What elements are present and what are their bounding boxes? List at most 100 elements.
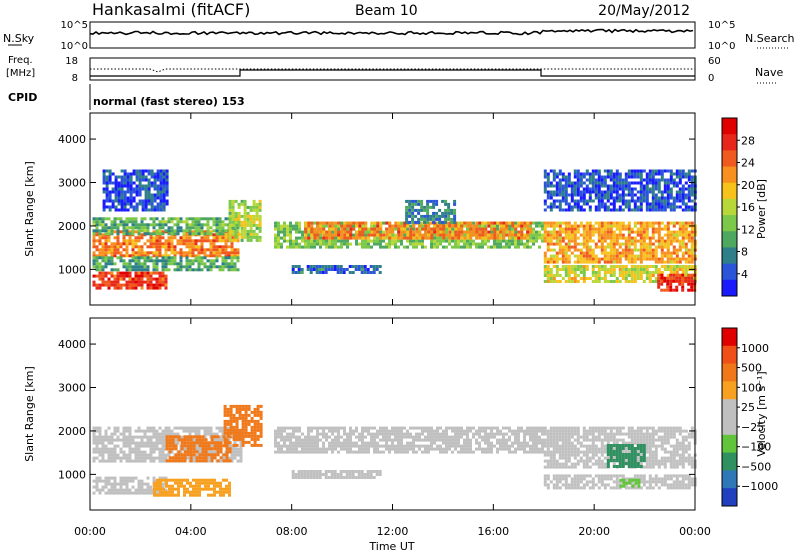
range-cell [123,208,127,212]
range-cell [98,248,102,252]
range-cell [564,260,568,264]
range-cell [546,205,550,209]
range-cell [224,242,228,246]
range-cell [591,224,595,228]
range-cell [230,456,234,460]
range-cell [114,184,118,188]
range-cell [624,202,628,206]
range-cell [609,260,613,264]
range-cell [101,233,105,237]
range-cell [349,230,353,234]
range-cell [134,447,138,451]
range-cell [313,435,316,439]
range-cell [573,242,577,246]
range-cell [104,239,108,243]
range-cell [441,214,445,218]
range-cell [137,450,141,454]
range-cell [663,169,667,173]
range-cell [594,254,598,258]
range-cell [241,416,245,420]
range-cell [292,224,295,228]
range-cell [493,227,497,231]
range-cell [594,178,598,182]
range-cell [123,184,127,188]
range-cell [642,251,646,255]
range-cell [246,235,250,239]
range-cell [179,254,183,258]
range-cell [681,196,685,200]
range-cell [295,441,298,445]
range-cell [140,488,144,492]
range-cell [119,479,123,483]
range-cell [240,235,244,239]
range-cell [161,268,165,272]
range-cell [125,435,129,439]
range-cell [164,277,168,281]
range-cell [322,230,326,234]
range-cell [131,485,135,489]
range-cell [170,262,174,266]
range-cell [508,242,511,246]
range-cell [255,208,259,212]
range-cell [286,450,289,454]
range-cell [409,236,413,240]
range-cell [334,230,338,234]
range-cell [684,205,688,209]
range-cell [116,488,120,492]
range-cell [594,184,598,188]
range-cell [131,450,135,454]
range-cell [573,236,577,240]
range-cell [496,239,499,243]
range-cell [669,190,673,194]
range-cell [98,254,102,258]
range-cell [301,230,304,234]
range-cell [363,265,367,268]
range-cell [138,178,142,182]
range-cell [218,435,222,439]
range-cell [642,224,646,228]
range-cell [561,221,565,225]
range-cell [325,450,328,454]
range-cell [98,429,102,433]
range-cell [343,233,347,237]
range-cell [295,242,298,246]
range-cell [409,224,412,228]
range-cell [137,488,141,492]
range-cell [648,205,652,209]
range-cell [591,268,595,271]
range-cell [450,208,454,212]
range-cell [234,220,238,224]
range-cell [378,265,382,268]
range-cell [535,239,538,243]
range-cell [594,265,598,268]
range-cell [360,265,364,268]
range-cell [98,438,102,442]
range-cell [225,444,229,448]
range-cell [372,268,376,271]
range-cell [150,196,154,200]
range-cell [256,443,260,447]
range-cell [185,254,189,258]
range-cell [227,438,231,442]
range-cell [227,262,231,266]
range-cell [243,199,247,203]
range-cell [675,184,679,188]
range-cell [134,491,138,495]
range-cell [621,265,625,268]
range-cell [238,413,242,417]
range-cell [116,223,120,227]
range-cell [322,426,325,430]
range-cell [179,251,183,255]
range-cell [191,429,195,433]
range-cell [146,268,150,272]
range-cell [159,190,163,194]
range-cell [630,181,634,185]
range-cell [113,277,117,281]
range-cell [582,172,586,176]
range-cell [355,221,359,225]
range-cell [189,481,192,485]
range-cell [591,260,595,264]
range-cell [690,236,694,240]
range-cell [406,227,409,231]
range-cell [627,175,631,179]
